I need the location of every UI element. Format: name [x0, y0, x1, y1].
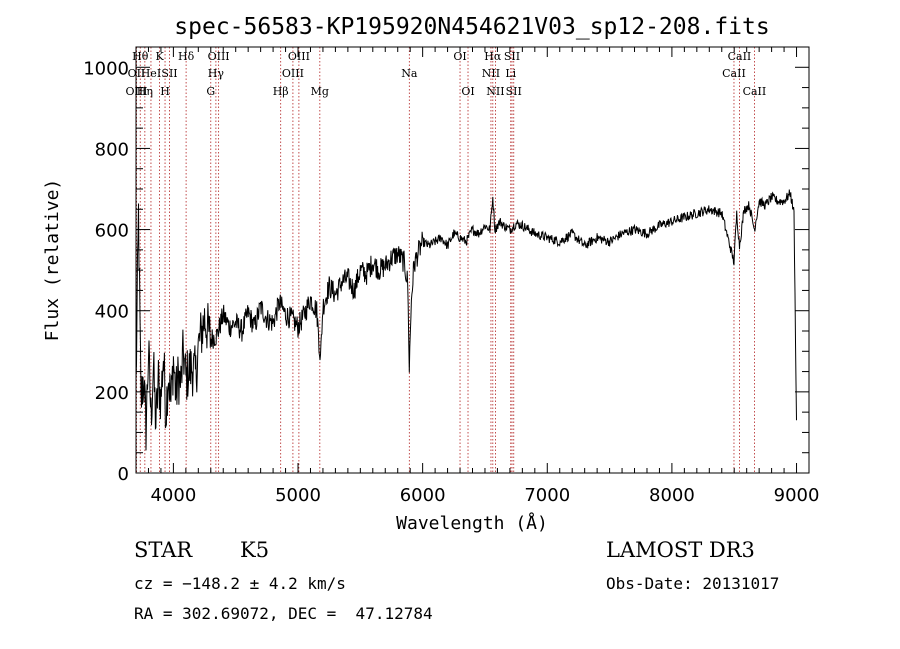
line-label-18: OI [461, 85, 474, 98]
line-label-2: Hθ [132, 50, 149, 63]
y-axis-label: Flux (relative) [42, 179, 63, 342]
line-label-27: CaII [743, 85, 767, 98]
line-label-17: OI [453, 50, 466, 63]
line-label-12: Hβ [273, 85, 289, 98]
line-label-15: Mg [311, 85, 329, 98]
y-tick-label-0: 0 [118, 464, 129, 485]
line-label-11: OIII [208, 50, 230, 63]
obs-date: Obs-Date: 20131017 [606, 574, 780, 593]
line-label-13: OIII [282, 67, 304, 80]
line-label-14: OIII [288, 50, 310, 63]
object-subclass: K5 [240, 538, 270, 562]
line-label-5: K [155, 50, 164, 63]
x-axis: 4000 5000 6000 7000 8000 9000 [135, 47, 820, 506]
line-label-9: G [206, 85, 215, 98]
line-label-6: H [160, 85, 170, 98]
plot-frame [135, 46, 810, 474]
x-tick-label-1: 5000 [275, 485, 321, 506]
line-label-10: Hγ [208, 67, 225, 80]
x-tick-label-3: 7000 [524, 485, 570, 506]
line-label-3: Hη [137, 85, 153, 98]
line-label-20: Hα [484, 50, 502, 63]
line-label-26: CaII [728, 50, 752, 63]
spectral-line-markers [136, 47, 755, 473]
coordinates: RA = 302.69072, DEC = 47.12784 [134, 604, 433, 623]
redshift-value: cz = −148.2 ± 4.2 km/s [134, 574, 346, 593]
line-label-7: SII [161, 67, 177, 80]
x-tick-label-4: 8000 [649, 485, 695, 506]
line-label-24: SII [506, 85, 522, 98]
y-tick-label-4: 800 [95, 139, 129, 160]
line-label-25: CaII [722, 67, 746, 80]
y-tick-label-3: 600 [95, 221, 129, 242]
x-tick-label-2: 6000 [400, 485, 446, 506]
x-tick-label-0: 4000 [150, 485, 196, 506]
line-label-16: Na [401, 67, 418, 80]
line-label-23: SII [504, 50, 520, 63]
y-tick-label-1: 200 [95, 383, 129, 404]
y-tick-label-2: 400 [95, 302, 129, 323]
survey-name: LAMOST DR3 [606, 538, 755, 562]
line-label-8: Hδ [178, 50, 195, 63]
spectral-line-labels: OIIOIIIHθHηHeIKHSIIHδGHγOIIIHβOIIIOIIIMg… [125, 50, 766, 98]
line-label-21: NII [486, 85, 504, 98]
spectrum-series-line [135, 189, 797, 451]
object-class: STAR [134, 538, 193, 562]
chart-title: spec-56583-KP195920N454621V03_sp12-208.f… [174, 14, 769, 40]
y-tick-label-5: 1000 [83, 58, 129, 79]
line-label-22: Li [505, 67, 516, 80]
y-axis: 0 200 400 600 800 1000 [83, 58, 809, 485]
line-label-19: NII [482, 67, 500, 80]
line-label-4: HeI [141, 67, 161, 80]
x-axis-label: Wavelength (Å) [396, 512, 548, 534]
x-tick-label-5: 9000 [774, 485, 820, 506]
